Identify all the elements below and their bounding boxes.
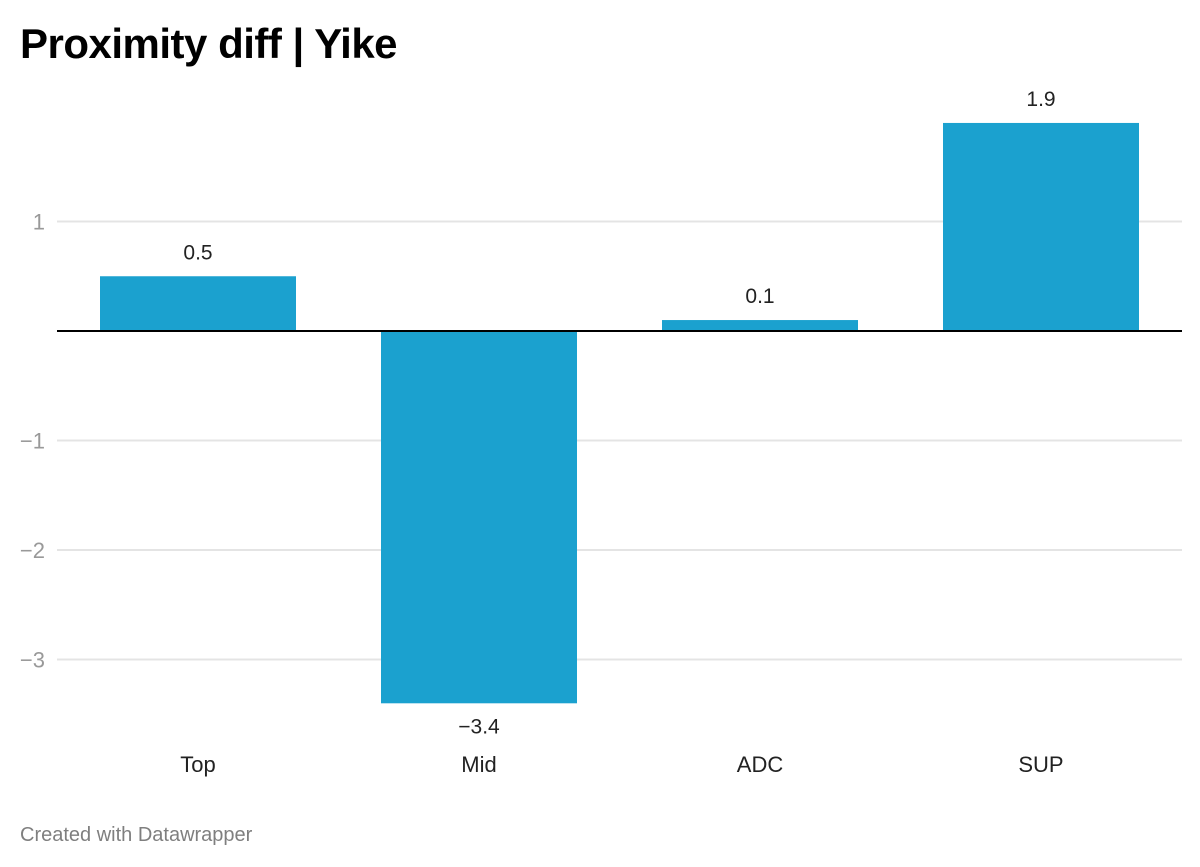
y-tick-label: −2: [20, 538, 45, 563]
bar: [100, 276, 296, 331]
x-category-label: Top: [180, 752, 215, 777]
bar: [943, 122, 1139, 331]
bar: [381, 331, 577, 704]
bar: [662, 320, 858, 331]
chart-title: Proximity diff | Yike: [20, 20, 398, 67]
y-tick-label: −1: [20, 429, 45, 454]
footer-credit[interactable]: Created with Datawrapper: [20, 824, 253, 846]
bar-value-label: 0.1: [745, 285, 774, 308]
y-tick-label: −3: [20, 648, 45, 673]
bar-value-label: 0.5: [183, 241, 212, 264]
y-tick-label: 1: [33, 210, 45, 235]
x-category-label: SUP: [1018, 752, 1063, 777]
bar-value-label: −3.4: [458, 715, 500, 738]
bar-value-label: 1.9: [1026, 88, 1055, 111]
x-category-label: Mid: [461, 752, 496, 777]
x-category-label: ADC: [737, 752, 784, 777]
